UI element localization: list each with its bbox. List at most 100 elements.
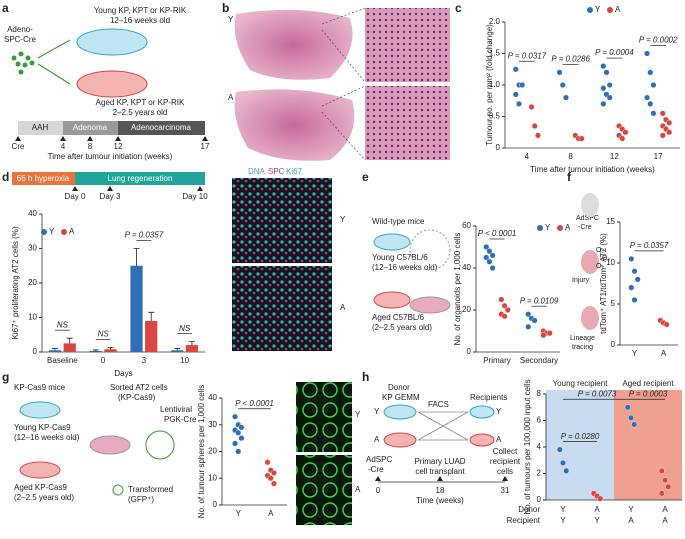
dot [663, 321, 670, 328]
label: Time after tumour initiation (weeks) [48, 152, 173, 161]
y-tick-label: 10 [606, 258, 615, 267]
row-cell: A [628, 516, 634, 525]
label: cells [497, 467, 513, 476]
legend-label: A [69, 227, 75, 236]
dot [647, 100, 654, 107]
row-cell: A [662, 516, 668, 525]
x-tick-label: Y [632, 349, 638, 358]
x-tick-label: A [268, 509, 274, 518]
x-axis-label: Days [114, 369, 132, 378]
dot [519, 81, 526, 88]
virus [11, 51, 35, 75]
mouse [76, 28, 148, 56]
annotation: P = 0.0004 [595, 48, 634, 57]
stage [118, 121, 205, 135]
label: Transformed [128, 485, 173, 494]
y-tick-label: 5 [611, 299, 616, 308]
label: recipient [490, 457, 521, 466]
bar [185, 345, 199, 352]
y-tick-label: 0 [611, 340, 616, 349]
legend-label: A [615, 5, 621, 14]
x-tick-label: A [661, 349, 667, 358]
lung [581, 250, 599, 274]
zoom-lines [321, 7, 366, 161]
tick-triangles [15, 136, 208, 141]
label: Day 3 [100, 192, 121, 201]
panel-g-diagram: KP-Cas9 mice Sorted AT2 cells (KP-Cas9) … [14, 382, 361, 525]
x-tick-label: Y [236, 509, 242, 518]
label: Lung regeneration [108, 174, 173, 183]
panel-letter: h [362, 370, 369, 384]
panel-letter: g [2, 370, 9, 384]
stain-label: DNA [248, 167, 266, 176]
dot [235, 448, 242, 455]
legend-swatch [587, 7, 593, 13]
panel-e-diagram: Wild-type mice Young C57BL/6 (12–16 week… [372, 217, 451, 332]
annotation: NS [179, 324, 191, 333]
y-tick-label: 40 [208, 393, 217, 402]
dot [531, 317, 538, 324]
error-bar [148, 311, 155, 321]
arrows [417, 411, 469, 441]
panel-h-diagram: Donor KP GEMM Recipients Y A FACS Y A Ad… [366, 383, 521, 505]
dot [267, 475, 274, 482]
y-tick-label: 15 [606, 217, 615, 226]
y-tick-label: 40 [28, 209, 37, 218]
panel-letter: c [455, 1, 462, 15]
x-tick-label: 8 [568, 152, 573, 161]
label: Y [340, 215, 346, 224]
dot [264, 459, 271, 466]
micrograph [365, 86, 450, 160]
dot [540, 332, 547, 339]
dot [628, 284, 635, 291]
tick-triangles [375, 476, 508, 481]
label: A [355, 485, 361, 494]
legend-swatch [61, 229, 67, 235]
row-cell: A [662, 505, 668, 514]
annotation: P = 0.0280 [561, 432, 600, 441]
dot [559, 81, 566, 88]
mouse [383, 432, 417, 448]
label: Y [355, 410, 361, 419]
legend-label: Y [49, 227, 55, 236]
label: O₂ [602, 255, 610, 262]
y-tick-label: 8 [537, 389, 542, 398]
region-label: Young recipient [553, 379, 609, 388]
annotation: P = 0.0286 [551, 55, 590, 64]
bar [48, 350, 62, 352]
dot [238, 424, 245, 431]
label: Young KP-Cas9 [14, 423, 71, 432]
label: PGK-Cre [164, 415, 197, 424]
y-axis-label: Tumour no. per mm² (fold change) [485, 24, 494, 146]
bar [63, 343, 76, 352]
bar [171, 350, 184, 352]
label: Adenoma [73, 123, 108, 132]
x-tick-label: 12 [610, 152, 619, 161]
stage [63, 121, 118, 135]
legend-swatch [557, 225, 563, 231]
dot [232, 413, 239, 420]
label: Y [496, 407, 502, 416]
y-tick-label: 0 [537, 495, 542, 504]
panel-d-diagram: 66 h hyperoxia Lung regeneration Day 0 D… [12, 167, 346, 351]
error-bar [188, 341, 195, 346]
dot [546, 330, 553, 337]
label: Adenocarcinoma [131, 123, 192, 132]
dot [600, 63, 607, 70]
dot [658, 467, 665, 474]
dot [531, 122, 538, 129]
label: FACS [428, 400, 449, 409]
label: Aged C57BL/6 [372, 313, 425, 322]
label: 17 [201, 142, 210, 151]
label: 12 [114, 142, 123, 151]
mouse [76, 70, 148, 98]
annotation: P = 0.0002 [639, 36, 678, 45]
dot [489, 265, 496, 272]
y-tick-label: 6 [537, 416, 542, 425]
dot [659, 132, 666, 139]
mouse [373, 291, 411, 309]
label: 66 h hyperoxia [17, 174, 70, 183]
dot [650, 81, 657, 88]
x-tick-label: 3 [142, 356, 147, 365]
dot [628, 255, 635, 262]
